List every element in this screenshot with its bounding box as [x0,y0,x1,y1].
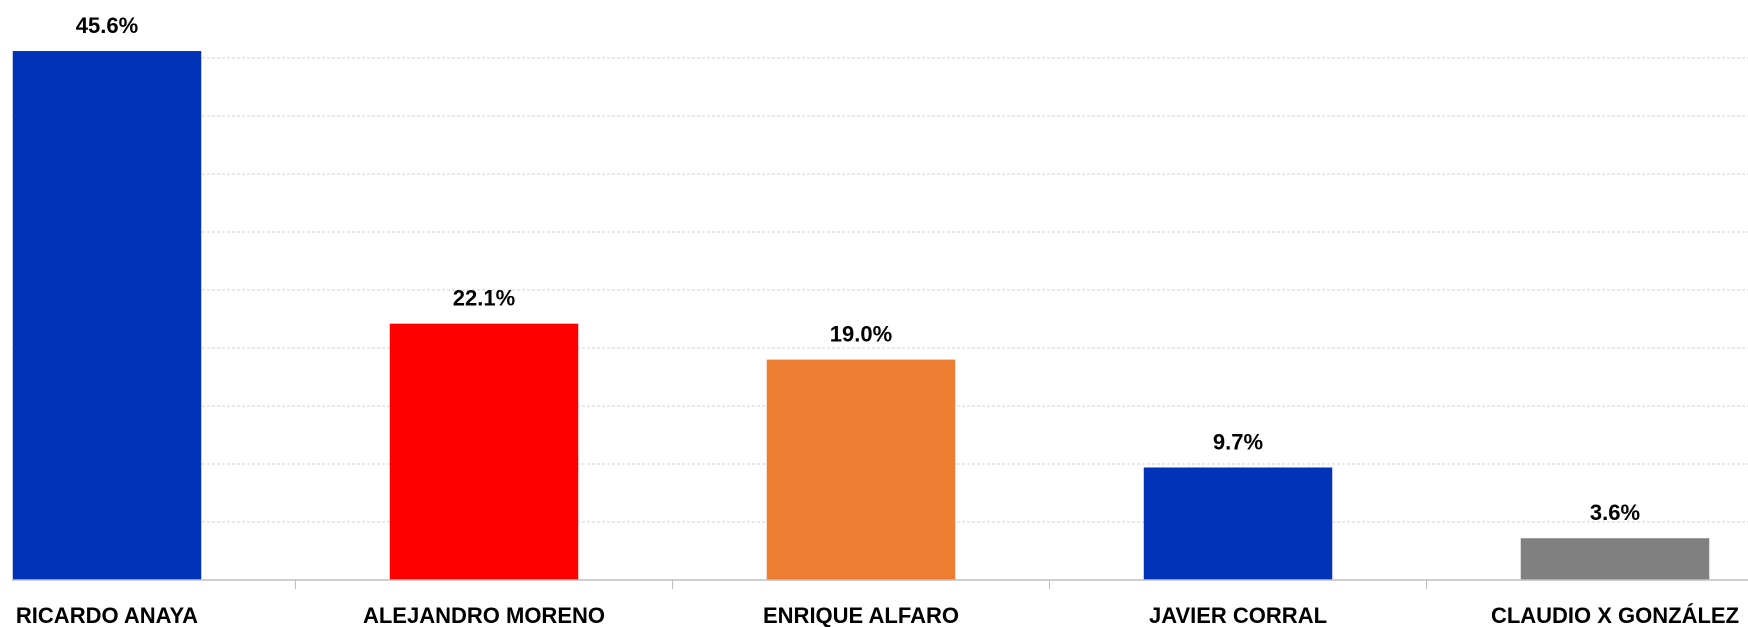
value-label: 9.7% [1213,429,1263,454]
value-label: 19.0% [830,322,892,347]
value-label: 3.6% [1590,500,1640,525]
x-tick-label: JAVIER CORRAL [1149,603,1327,627]
bar [389,323,579,580]
x-tick-label: RICARDO ANAYA [16,603,198,627]
bar [12,51,202,581]
bar [1520,538,1710,580]
bar [766,359,956,580]
x-tick-label: ALEJANDRO MORENO [363,603,605,627]
x-tick-label: ENRIQUE ALFARO [763,603,959,627]
value-label: 22.1% [453,286,515,311]
bar [1143,467,1333,580]
x-tick-label: CLAUDIO X GONZÁLEZ [1491,603,1739,627]
value-label: 45.6% [76,13,138,38]
